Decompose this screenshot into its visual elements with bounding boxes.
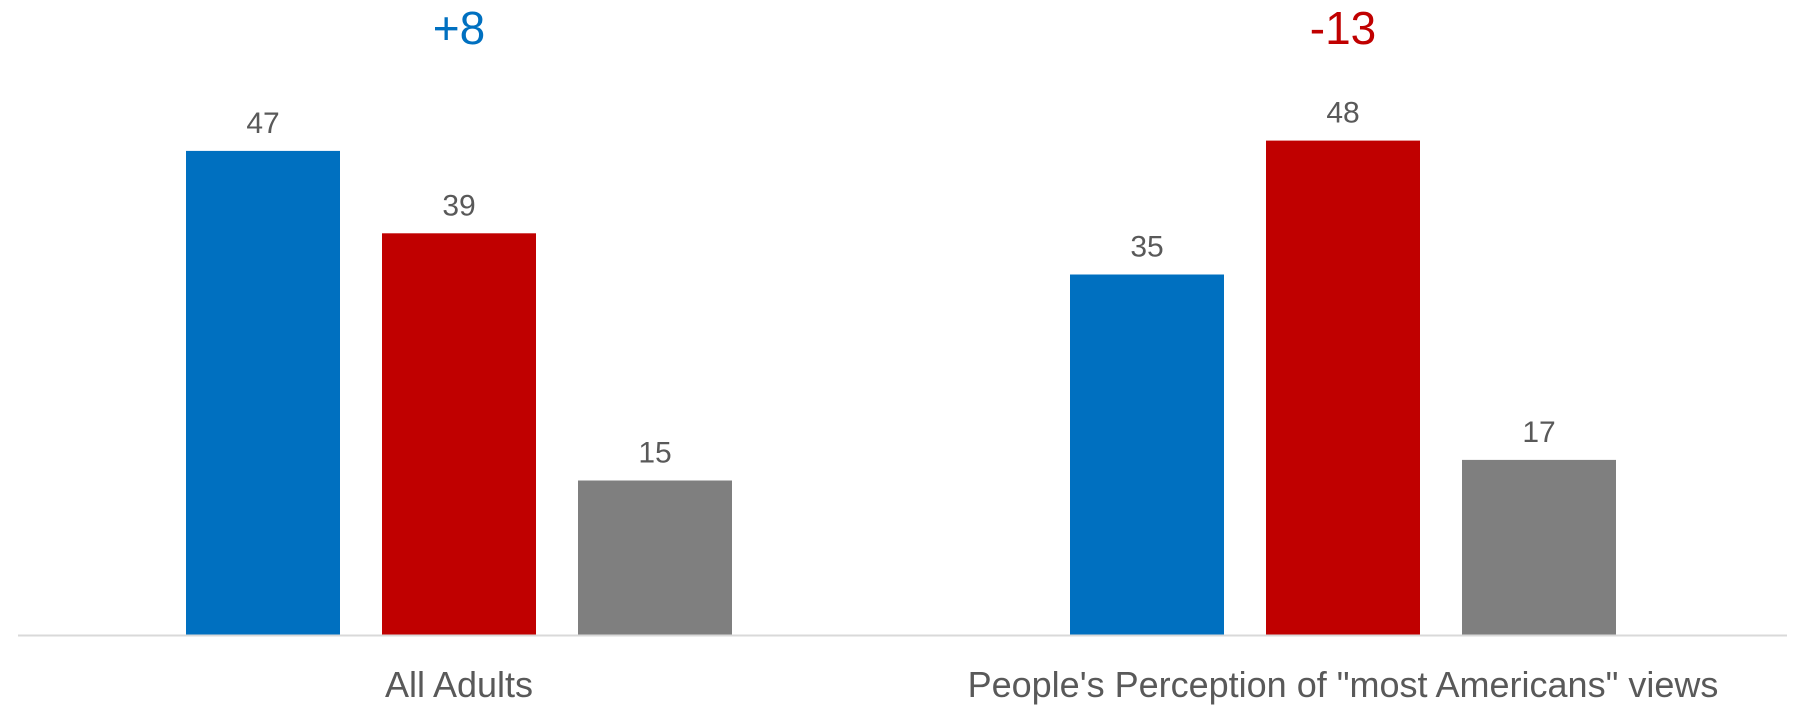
data-label-2-2: 48 xyxy=(1326,97,1359,130)
bar-1-3 xyxy=(578,480,732,635)
bar-2-3 xyxy=(1462,459,1616,635)
data-label-2-3: 17 xyxy=(1522,416,1555,449)
bar-2-2 xyxy=(1266,140,1420,635)
data-label-2-1: 35 xyxy=(1130,231,1163,264)
data-label-1-3: 15 xyxy=(638,437,671,470)
difference-label-2: -13 xyxy=(1310,2,1376,54)
category-label-2: People's Perception of "most Americans" … xyxy=(968,664,1719,705)
bar-1-2 xyxy=(382,233,536,636)
data-label-1-2: 39 xyxy=(442,189,475,222)
labels-layer: 47 39 15 +8 All Adults 35 48 17 -13 People's Perc… xyxy=(246,2,1718,705)
data-label-1-1: 47 xyxy=(246,107,279,140)
bar-2-1 xyxy=(1070,274,1224,635)
category-label-1: All Adults xyxy=(385,664,533,705)
bar-1-1 xyxy=(186,150,340,635)
bars-layer xyxy=(186,140,1616,636)
difference-label-1: +8 xyxy=(433,2,485,54)
